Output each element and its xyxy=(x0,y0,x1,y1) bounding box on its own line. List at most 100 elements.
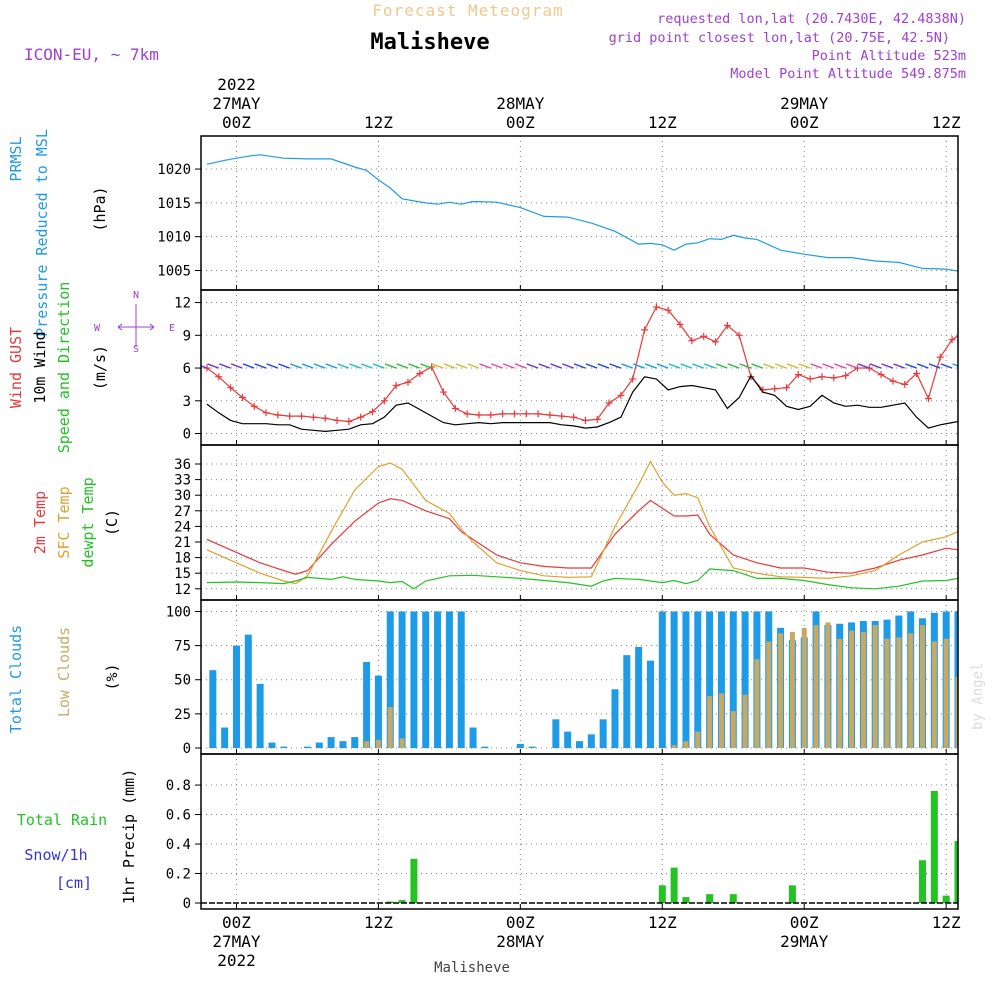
wind-arrow xyxy=(349,363,361,369)
low-cloud-bar xyxy=(778,633,784,748)
plot-area-temperature xyxy=(206,460,958,590)
gust-marker xyxy=(487,411,495,419)
wind-arrow xyxy=(301,363,314,369)
gust-marker xyxy=(901,380,909,388)
precip-bar xyxy=(706,894,714,903)
gust-marker xyxy=(333,416,341,424)
total-cloud-bar xyxy=(564,731,572,748)
low-cloud-bar xyxy=(860,631,866,748)
total-cloud-bar xyxy=(694,611,702,748)
wind-arrow xyxy=(715,363,728,369)
gust-marker xyxy=(865,364,873,372)
gust-marker xyxy=(298,412,306,420)
clouds-label: Low Clouds xyxy=(55,627,73,717)
time-label: 00Z xyxy=(506,913,535,932)
clouds-label: Total Clouds xyxy=(7,625,25,733)
wind-arrow xyxy=(443,363,456,369)
temperature-series-1 xyxy=(206,460,958,585)
gust-marker xyxy=(309,413,317,421)
grid-point-coords: grid point closest lon,lat (20.75E, 42.5… xyxy=(609,30,950,46)
gust-marker xyxy=(688,337,696,345)
total-cloud-bar xyxy=(528,746,536,748)
wind-arrow xyxy=(278,363,290,369)
wind-arrow xyxy=(916,363,929,369)
low-cloud-bar xyxy=(730,711,736,748)
wind-arrow xyxy=(467,363,480,369)
time-label: 00Z xyxy=(222,913,251,932)
temperature-label: (C) xyxy=(103,509,121,536)
time-label: 29MAY xyxy=(780,94,829,113)
wind-arrow xyxy=(491,363,503,369)
wind-arrow xyxy=(893,363,906,369)
total-cloud-bar xyxy=(670,611,678,748)
y-tick-label: 0.8 xyxy=(166,778,191,794)
gust-marker xyxy=(712,338,720,346)
y-tick-label: 1020 xyxy=(157,162,191,178)
time-label: 2022 xyxy=(217,75,256,94)
total-cloud-bar xyxy=(209,670,217,748)
compass-cross xyxy=(117,304,155,347)
y-tick-label: 0 xyxy=(183,896,191,912)
gust-marker xyxy=(238,394,246,402)
low-cloud-bar xyxy=(908,633,914,748)
y-tick-label: 33 xyxy=(174,473,191,489)
precip-bar xyxy=(954,841,958,903)
time-label: 00Z xyxy=(506,113,535,132)
time-label: 28MAY xyxy=(496,932,545,951)
low-cloud-bar xyxy=(849,630,855,748)
gust-marker xyxy=(380,397,388,405)
wind-arrow xyxy=(704,363,716,369)
panel-pressure: 1005 1010 1015 1020 PRMSL Pressure Reduced to… xyxy=(7,129,959,337)
wind-arrow xyxy=(751,363,764,369)
gust-marker xyxy=(392,382,400,390)
model-label: ICON-EU, ~ 7km xyxy=(24,45,159,64)
time-label: 12Z xyxy=(364,113,393,132)
low-cloud-bar xyxy=(364,741,370,748)
pressure-label: (hPa) xyxy=(91,186,109,231)
gust-marker xyxy=(629,375,637,383)
total-cloud-bar xyxy=(635,646,643,748)
top-title: Forecast Meteogram xyxy=(372,1,563,20)
wind-arrow xyxy=(845,363,858,369)
gust-marker xyxy=(522,410,530,418)
gust-marker xyxy=(499,410,507,418)
total-cloud-bar xyxy=(422,611,430,748)
panel-frame xyxy=(200,599,959,755)
gust-marker xyxy=(593,415,601,423)
footer-location: Malisheve xyxy=(434,960,510,976)
precip-bar xyxy=(670,867,678,903)
time-label: 27MAY xyxy=(212,94,261,113)
wind-arrow xyxy=(656,363,669,369)
point-altitude: Point Altitude 523m xyxy=(812,48,966,64)
gust-marker xyxy=(972,329,979,336)
wind-arrow xyxy=(928,363,941,369)
gust-marker xyxy=(369,408,377,416)
y-tick-label: 0.4 xyxy=(166,837,191,853)
pressure-label: Pressure Reduced to MSL xyxy=(33,129,51,337)
total-cloud-bar xyxy=(682,611,690,748)
low-cloud-bar xyxy=(754,659,760,748)
gust-marker xyxy=(286,412,294,420)
gust-marker xyxy=(605,399,613,407)
y-tick-label: 100 xyxy=(166,604,191,620)
total-cloud-bar xyxy=(717,611,725,748)
y-tick-label: 21 xyxy=(174,535,191,551)
gust-marker xyxy=(227,384,235,392)
wind-arrow xyxy=(976,364,987,368)
temperature-label: SFC Temp xyxy=(55,486,73,558)
total-cloud-bar xyxy=(516,743,524,748)
wind-arrow xyxy=(692,363,704,369)
total-cloud-bar xyxy=(386,611,394,748)
gust-marker xyxy=(404,378,412,386)
total-cloud-bar xyxy=(576,741,583,748)
total-cloud-bar xyxy=(599,719,607,748)
precip-bar xyxy=(942,895,950,903)
location-title: Malisheve xyxy=(370,30,489,55)
y-tick-label: 3 xyxy=(183,394,191,410)
wind-arrow xyxy=(514,363,527,369)
wind-arrow xyxy=(988,364,999,368)
gust-marker xyxy=(357,413,365,421)
precip-bar xyxy=(990,857,997,903)
